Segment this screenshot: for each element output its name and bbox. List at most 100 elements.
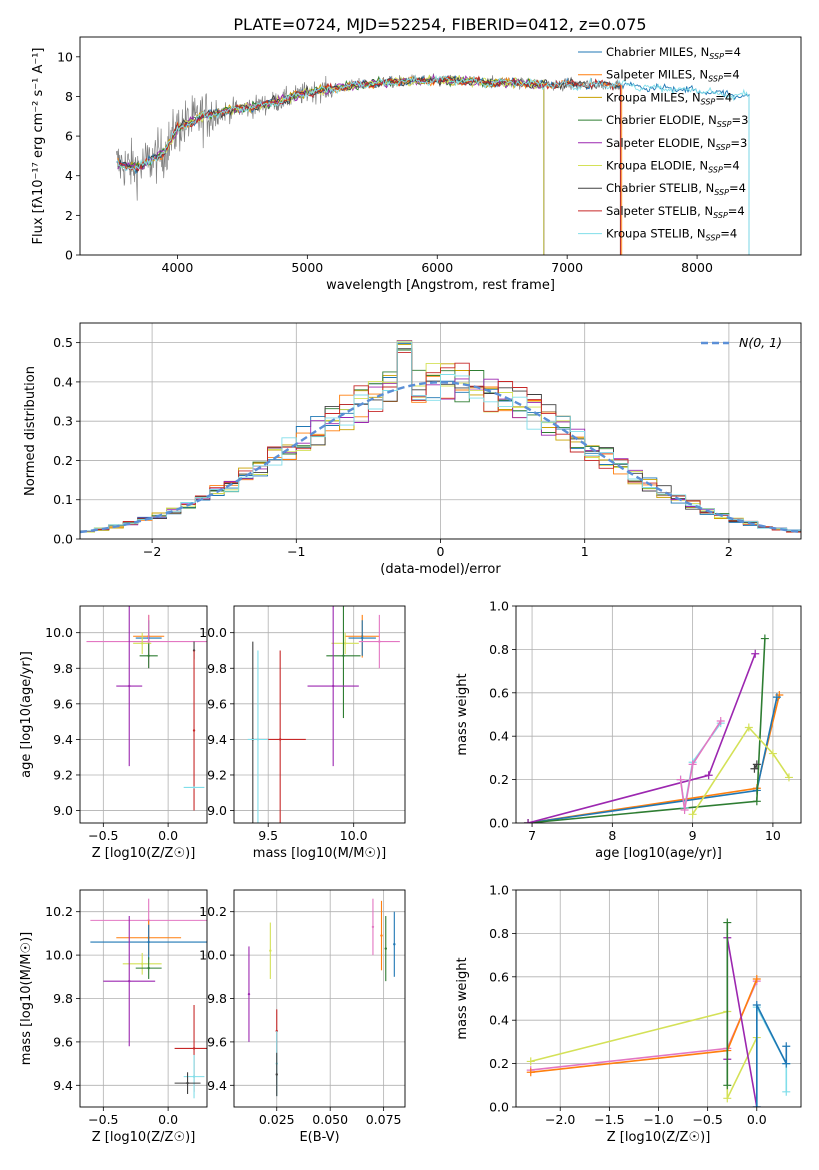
series-marker — [744, 723, 753, 732]
x-tick-label: −1 — [287, 544, 305, 559]
plot-area — [80, 606, 207, 823]
series-marker — [688, 760, 697, 769]
series-marker — [676, 775, 685, 784]
plot-area — [80, 323, 801, 539]
x-axis-label: age [log10(age/yr)] — [595, 846, 722, 861]
series-marker — [752, 1103, 761, 1107]
x-axis-label: Z [log10(Z/Z☉)] — [92, 1130, 196, 1145]
y-tick-label: 0.0 — [489, 1100, 509, 1115]
y-tick-label: 9.8 — [207, 991, 227, 1006]
figure-title: PLATE=0724, MJD=52254, FIBERID=0412, z=0… — [233, 15, 646, 34]
y-tick-label: 8 — [65, 89, 73, 104]
legend-entry: Chabrier MILES, NSSP=4 — [606, 45, 741, 61]
y-tick-label: 9.8 — [53, 991, 73, 1006]
axes-frame — [233, 889, 406, 1108]
y-axis-label: mass weight — [455, 673, 470, 755]
x-tick-label: 5000 — [291, 260, 323, 275]
y-tick-label: 1.0 — [489, 883, 509, 898]
plot-area — [516, 606, 801, 823]
x-tick-label: 9 — [689, 828, 697, 843]
y-tick-label: 9.6 — [53, 1034, 73, 1049]
x-tick-label: 1 — [581, 544, 589, 559]
y-axis-label: mass weight — [455, 957, 470, 1039]
y-tick-label: 9.4 — [207, 1078, 227, 1093]
chart-massweight-vs-Z: −2.0 −1.5 −1.0 −0.5 0.0 0.0 0.2 0.4 0.6 0.8 1.0 Z [… — [455, 883, 802, 1145]
y-tick-label: 0.2 — [53, 453, 73, 468]
series-marker — [751, 649, 760, 658]
y-tick-label: 0.4 — [489, 1013, 509, 1028]
x-tick-label: 4000 — [162, 260, 194, 275]
y-tick-label: 9.8 — [207, 661, 227, 676]
x-axis-label: wavelength [Angstrom, rest frame] — [326, 278, 555, 293]
y-tick-label: 0.2 — [489, 772, 509, 787]
chart-age-vs-Z: −0.5 0.0 9.0 9.2 9.4 9.6 9.8 10.0 Z [log10(Z/Z☉)… — [19, 605, 208, 861]
y-tick-label: 0.6 — [489, 969, 509, 984]
y-tick-label: 9.6 — [53, 696, 73, 711]
y-tick-label: 9.8 — [53, 661, 73, 676]
data-point — [147, 640, 150, 643]
y-tick-label: 10.2 — [45, 904, 73, 919]
series-line — [756, 1004, 788, 1107]
series-marker — [752, 1001, 761, 1010]
data-point — [380, 934, 383, 937]
y-tick-label: 9.2 — [207, 767, 227, 782]
y-tick-label: 0.5 — [53, 335, 73, 350]
y-axis-label: mass [log10(M/M☉)] — [19, 932, 34, 1065]
y-tick-label: 0 — [65, 248, 73, 263]
data-point — [331, 684, 335, 688]
x-axis-label: Z [log10(Z/Z☉)] — [607, 1130, 711, 1145]
y-tick-label: 0.8 — [489, 642, 509, 657]
x-tick-label: 2 — [725, 544, 733, 559]
data-point — [147, 654, 150, 658]
x-tick-label: 0.050 — [312, 1112, 348, 1127]
data-point — [361, 636, 364, 640]
y-tick-label: 0.6 — [489, 685, 509, 700]
data-point — [384, 947, 387, 950]
data-point — [192, 786, 196, 789]
x-tick-label: 10 — [765, 828, 781, 843]
series-marker — [680, 805, 689, 814]
series-line — [691, 726, 790, 815]
series-marker — [688, 810, 697, 819]
data-point — [192, 729, 196, 732]
y-tick-label: 9.6 — [207, 1034, 227, 1049]
y-tick-label: 9.0 — [207, 803, 227, 818]
y-axis-label: Flux [fλ10⁻¹⁷ erg cm⁻² s⁻¹ A⁻¹] — [31, 48, 46, 245]
y-tick-label: 0.4 — [53, 374, 73, 389]
series-marker — [723, 1081, 732, 1090]
y-tick-label: 0.3 — [53, 414, 73, 429]
legend-entry: Kroupa ELODIE, NSSP=4 — [606, 159, 740, 175]
axes-frame — [515, 605, 802, 824]
legend-entry: N(0, 1) — [739, 335, 782, 350]
legend-entry: Kroupa MILES, NSSP=4 — [606, 90, 732, 106]
plot-area — [234, 606, 405, 823]
x-tick-label: 8 — [608, 828, 616, 843]
data-point — [192, 1047, 196, 1050]
data-point — [147, 940, 150, 944]
axes-frame — [79, 605, 208, 824]
y-tick-label: 10 — [57, 49, 73, 64]
x-tick-label: −0.5 — [88, 1112, 118, 1127]
legend-entry: Salpeter MILES, NSSP=4 — [606, 68, 740, 84]
model-spectrum-line — [117, 74, 750, 255]
y-tick-label: 0.0 — [53, 532, 73, 547]
histogram-step — [80, 341, 801, 539]
data-point — [393, 943, 396, 946]
chart-residuals: −2 −1 0 1 2 0.0 0.1 0.2 0.3 0.4 0.5 N(0, 1) (data-mo… — [23, 322, 802, 577]
legend-entry: Chabrier STELIB, NSSP=4 — [606, 181, 746, 197]
y-tick-label: 10.0 — [45, 625, 73, 640]
y-tick-label: 0.1 — [53, 492, 73, 507]
x-tick-label: −0.5 — [88, 828, 118, 843]
x-tick-label: 9.5 — [258, 828, 278, 843]
normal-curve — [80, 381, 801, 534]
x-tick-label: −2.0 — [545, 1112, 575, 1127]
x-axis-label: E(B-V) — [299, 1130, 339, 1145]
y-tick-label: 1.0 — [489, 599, 509, 614]
y-tick-label: 10.0 — [199, 948, 227, 963]
series-marker — [784, 773, 793, 782]
x-tick-label: −0.5 — [692, 1112, 722, 1127]
x-axis-label: mass [log10(M/M☉)] — [253, 846, 386, 861]
series-marker — [768, 749, 777, 758]
